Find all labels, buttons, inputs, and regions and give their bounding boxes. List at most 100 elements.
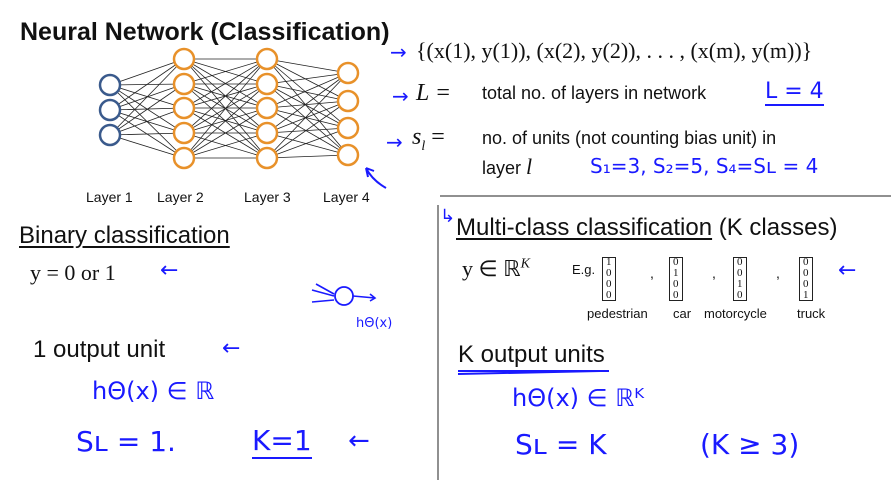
binary-h-note: hΘ(x) ∈ ℝ — [92, 377, 215, 405]
vector-entry: 0 — [606, 278, 612, 290]
class-label-car: car — [673, 306, 692, 321]
class-label-motorcycle: motorcycle — [704, 306, 767, 321]
connection — [183, 132, 268, 159]
connection — [109, 83, 185, 136]
multi-equation: y ∈ ℝK — [462, 256, 530, 281]
multi-heading: Multi-class classification (K classes) — [456, 214, 838, 241]
connection — [109, 107, 185, 111]
neuron — [98, 98, 122, 122]
connection — [109, 134, 185, 159]
layer-3-label: Layer 3 — [244, 189, 291, 205]
arrow-left-icon: ← — [838, 258, 857, 283]
vector-entry: 0 — [737, 289, 743, 301]
neuron — [336, 61, 360, 85]
vector-entry: 1 — [803, 289, 809, 301]
binary-k-note: K=1 — [252, 424, 312, 459]
connection — [266, 127, 349, 159]
multi-output-heading: K output units — [458, 340, 609, 372]
binary-output-heading: 1 output unit — [33, 336, 166, 363]
training-set: {(x(1), y(1)), (x(2), y(2)), . . . , (x(… — [416, 38, 813, 63]
vector-entry: 0 — [803, 278, 809, 290]
connection — [109, 132, 185, 136]
connection — [266, 72, 349, 109]
s-description-line2: layer l — [482, 154, 533, 179]
neuron-doodle — [334, 286, 354, 306]
layer-4-label: Layer 4 — [323, 189, 370, 205]
binary-sl-note: Sʟ = 1. — [76, 425, 176, 458]
neuron — [255, 47, 279, 71]
arrow-left-icon: ← — [222, 336, 241, 361]
comma: , — [650, 265, 654, 281]
neuron — [255, 96, 279, 120]
connection — [266, 154, 349, 159]
comma: , — [776, 265, 780, 281]
multi-sl-note: Sʟ = K — [515, 428, 607, 461]
connection — [109, 58, 185, 86]
layer-2-label: Layer 2 — [157, 189, 204, 205]
connection — [109, 58, 185, 111]
connection — [266, 58, 349, 156]
neuron — [172, 47, 196, 71]
connection — [266, 72, 349, 159]
neuron — [172, 72, 196, 96]
vector-entry: 1 — [606, 256, 612, 268]
binary-heading: Binary classification — [19, 222, 230, 249]
connection — [266, 100, 349, 134]
layer-1-label: Layer 1 — [86, 189, 133, 205]
neuron — [172, 146, 196, 170]
arrow-icon: → — [390, 40, 407, 64]
neuron — [255, 146, 279, 170]
connection — [266, 107, 349, 156]
neuron — [172, 121, 196, 145]
multi-k-note: (K ≥ 3) — [700, 428, 800, 461]
vector-entry: 0 — [803, 267, 809, 279]
connection — [109, 107, 185, 136]
neuron — [255, 72, 279, 96]
arrow-icon — [352, 293, 377, 302]
arrow-left-icon: ← — [160, 258, 179, 283]
L-symbol: L = — [416, 80, 452, 106]
connection — [183, 58, 268, 109]
multi-h-note: hΘ(x) ∈ ℝᴷ — [512, 384, 645, 412]
connection — [183, 83, 268, 159]
vector-entry: 0 — [673, 289, 679, 301]
connection — [266, 127, 349, 134]
vector-entry: 1 — [737, 278, 743, 290]
connection — [183, 58, 268, 159]
connection — [183, 58, 268, 134]
connection — [266, 83, 349, 102]
vector-entry: 0 — [673, 278, 679, 290]
neuron — [336, 116, 360, 140]
s-note: S₁=3, S₂=5, S₄=Sʟ = 4 — [590, 154, 819, 178]
s-symbol: sl = — [412, 124, 445, 154]
page-title: Neural Network (Classification) — [20, 18, 390, 46]
connection — [183, 107, 268, 159]
neuron — [255, 121, 279, 145]
class-label-pedestrian: pedestrian — [587, 306, 648, 321]
vector-entry: 1 — [673, 267, 679, 279]
eg-label: E.g. — [572, 262, 596, 277]
arrow-left-icon: ← — [348, 426, 370, 456]
neuron — [98, 123, 122, 147]
vector-entry: 0 — [803, 256, 809, 268]
arrow-icon: → — [392, 84, 409, 108]
L-description: total no. of layers in network — [482, 83, 707, 103]
vector-entry: 0 — [673, 256, 679, 268]
L-note: L = 4 — [765, 79, 824, 106]
comma: , — [712, 265, 716, 281]
neuron-inputs-doodle — [311, 283, 335, 303]
vector-entry: 0 — [606, 267, 612, 279]
connection — [266, 132, 349, 156]
connection — [266, 83, 349, 129]
connection — [266, 107, 349, 129]
neuron — [98, 73, 122, 97]
arrow-icon: → — [386, 130, 403, 154]
connection — [266, 72, 349, 85]
bracket-arrow-icon: ↳ — [440, 206, 456, 227]
vector-entry: 0 — [737, 256, 743, 268]
connection — [266, 83, 349, 156]
